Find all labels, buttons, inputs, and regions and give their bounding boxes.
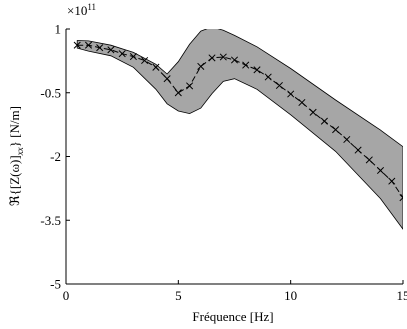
data-point-marker xyxy=(343,135,351,144)
data-point-marker xyxy=(309,108,317,116)
plot-data xyxy=(73,29,403,230)
data-point-marker xyxy=(298,98,306,107)
data-point-marker xyxy=(152,63,160,71)
data-point-marker xyxy=(163,75,171,83)
data-point-marker xyxy=(354,146,362,154)
y-axis-label-subscript: xx xyxy=(15,147,25,156)
data-point-marker xyxy=(388,177,396,185)
labels-layer: ×1011 Fréquence [Hz] ℜ{[Z(ω)]xx} [N/m] xyxy=(7,2,274,324)
y-exponent-power: 11 xyxy=(87,2,96,12)
data-point-marker xyxy=(129,53,137,61)
data-point-marker xyxy=(242,61,250,69)
data-point-marker xyxy=(275,81,283,90)
data-point-marker xyxy=(118,50,126,58)
x-axis-label: Fréquence [Hz] xyxy=(192,309,273,324)
data-point-marker xyxy=(174,89,182,97)
data-point-marker xyxy=(230,56,239,64)
y-exponent-label: ×1011 xyxy=(67,2,96,18)
data-point-marker xyxy=(264,73,272,81)
data-point-marker xyxy=(141,56,149,65)
data-point-marker xyxy=(320,117,328,125)
data-point-marker xyxy=(84,41,93,49)
plot-layer xyxy=(73,29,403,230)
x-tick-label: 10 xyxy=(284,288,297,303)
data-point-marker xyxy=(197,62,205,70)
data-point-marker xyxy=(399,194,403,202)
y-axis-label: ℜ{[Z(ω)]xx} [N/m] xyxy=(7,106,25,206)
data-point-marker xyxy=(186,82,194,90)
data-point-marker xyxy=(96,44,104,52)
uncertainty-band xyxy=(76,29,403,230)
y-axis-label-main: ℜ{[Z(ω)] xyxy=(7,155,22,206)
y-axis-label-unit: } [N/m] xyxy=(7,106,22,147)
y-exponent-base: ×10 xyxy=(67,3,87,18)
data-point-marker xyxy=(287,90,295,98)
data-point-marker xyxy=(107,46,115,54)
data-point-marker xyxy=(73,41,81,49)
data-point-marker xyxy=(365,156,373,164)
x-tick-label: 5 xyxy=(175,288,182,303)
y-tick-label: -0.5 xyxy=(40,85,61,100)
data-point-marker xyxy=(208,54,216,62)
data-point-marker xyxy=(376,166,385,175)
y-tick-label: 1 xyxy=(55,22,62,37)
y-tick-label: -3.5 xyxy=(40,213,61,228)
axes-layer: 0 5 10 15 1 -0.5 -2 -3.5 -5 xyxy=(40,22,407,304)
y-tick-label: -5 xyxy=(50,277,61,292)
data-point-marker xyxy=(332,126,340,134)
y-tick-label: -2 xyxy=(50,149,61,164)
x-tick-label: 15 xyxy=(397,288,407,303)
x-tick-label: 0 xyxy=(63,288,70,303)
data-point-marker xyxy=(219,53,227,61)
data-point-marker xyxy=(253,66,261,74)
series-line xyxy=(77,44,403,198)
